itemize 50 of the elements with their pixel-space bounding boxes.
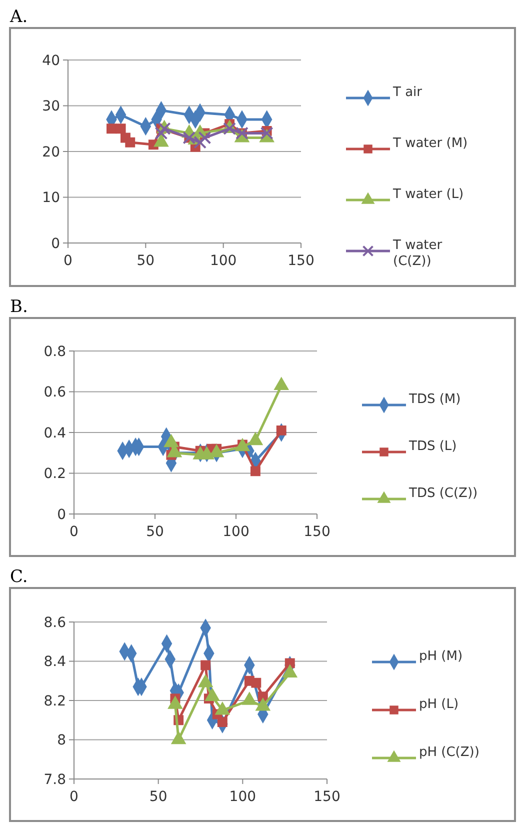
legend-label: TDS (M) <box>408 392 461 407</box>
chart-title: B. <box>10 297 28 317</box>
point <box>116 124 126 134</box>
point <box>260 126 274 140</box>
legend-label: T water (L) <box>392 187 464 202</box>
x-tick-label: 50 <box>146 524 164 540</box>
y-tick-label: 20 <box>42 144 60 160</box>
y-tick-label: 8 <box>57 732 66 749</box>
legend-label: T water (M) <box>392 136 468 151</box>
y-tick-label: 30 <box>42 98 60 115</box>
point <box>198 131 212 144</box>
x-tick-label: 50 <box>149 789 168 805</box>
legend-label: TDS (C(Z)) <box>408 486 478 501</box>
x-tick-label: 150 <box>304 524 330 540</box>
y-tick-label: 7.8 <box>44 772 66 788</box>
legend-label: T water (C(Z)) <box>392 238 443 269</box>
point <box>106 124 116 134</box>
y-tick-label: 8.2 <box>44 693 66 710</box>
y-tick-label: 0.2 <box>44 466 66 482</box>
y-tick-label: 40 <box>42 52 60 69</box>
y-tick-label: 0.6 <box>44 384 66 401</box>
x-tick-label: 50 <box>136 253 155 269</box>
x-tick-label: 100 <box>229 789 256 805</box>
y-tick-label: 0 <box>57 506 66 523</box>
y-tick-label: 0 <box>51 236 60 252</box>
legend-label: TDS (L) <box>408 439 457 454</box>
y-tick-label: 0.8 <box>44 344 66 360</box>
x-tick-label: 0 <box>70 789 78 805</box>
chart-title: A. <box>9 7 28 27</box>
x-tick-label: 150 <box>314 789 340 805</box>
legend-label: pH (M) <box>419 649 463 664</box>
point <box>250 466 260 476</box>
y-tick-label: 0.4 <box>44 425 66 442</box>
point <box>251 678 262 688</box>
chart-title: C. <box>10 567 28 587</box>
point <box>200 660 211 670</box>
legend-label: T air <box>392 85 423 100</box>
point <box>125 137 136 148</box>
y-tick-label: 8.4 <box>44 654 66 670</box>
x-tick-label: 100 <box>222 524 250 540</box>
legend-label: pH (L) <box>419 697 459 712</box>
x-tick-label: 100 <box>210 253 237 269</box>
point <box>154 126 168 140</box>
legend-label: pH (C(Z)) <box>419 745 480 760</box>
point <box>274 377 289 390</box>
point <box>194 136 207 149</box>
x-tick-label: 150 <box>288 253 314 269</box>
x-tick-label: 0 <box>70 524 78 540</box>
y-tick-label: 8.6 <box>44 614 66 631</box>
y-tick-label: 10 <box>42 190 60 206</box>
